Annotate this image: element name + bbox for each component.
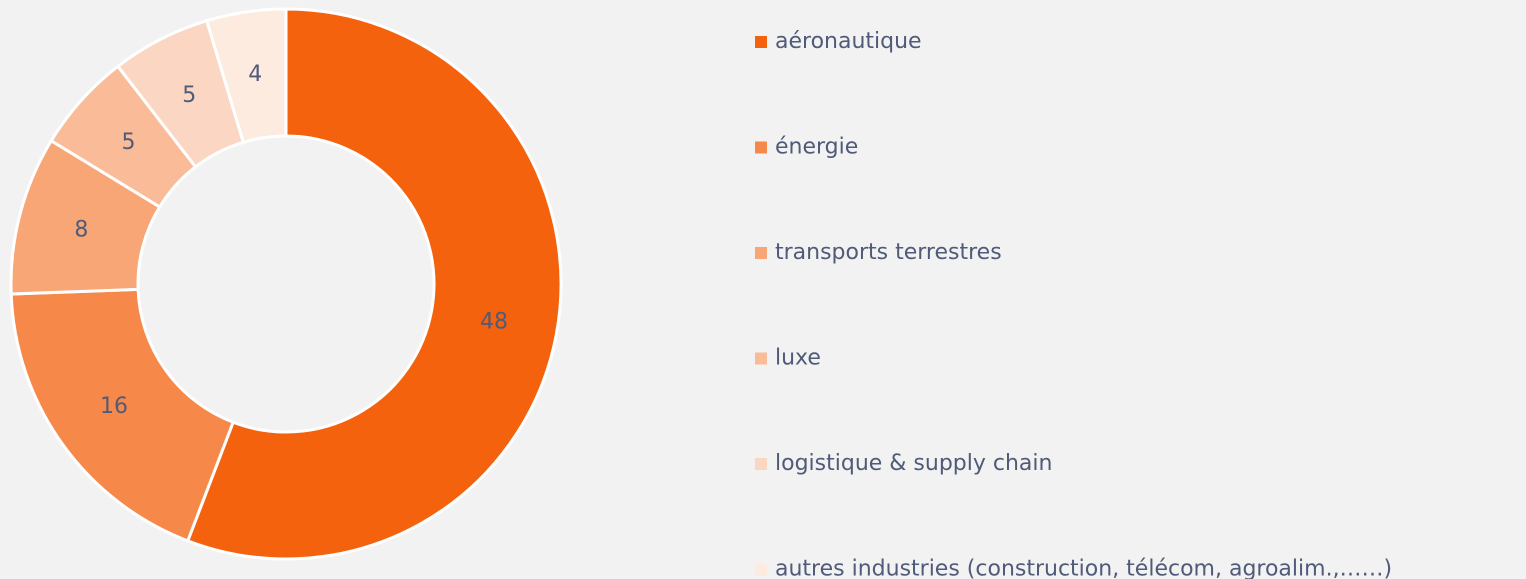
legend-swatch: [755, 141, 767, 154]
data-label: 4: [248, 62, 262, 87]
data-label: 48: [480, 309, 508, 334]
legend-swatch: [755, 352, 767, 365]
data-label: 16: [100, 394, 128, 419]
donut-segment: [185, 7, 563, 561]
legend-swatch: [755, 563, 767, 576]
legend-swatch: [755, 458, 767, 470]
legend-swatch: [755, 247, 767, 259]
legend-label: autres industries (construction, télécom…: [775, 557, 1392, 579]
data-label: 5: [121, 130, 135, 155]
legend-label: énergie: [775, 135, 858, 160]
donut-segment: [204, 7, 288, 145]
legend-label: luxe: [775, 346, 821, 371]
data-label: 5: [182, 83, 196, 108]
donut-segment: [9, 287, 236, 543]
legend-label: aéronautique: [775, 29, 922, 54]
legend-swatch: [755, 36, 767, 48]
legend-label: transports terrestres: [775, 240, 1002, 265]
legend-label: logistique & supply chain: [775, 451, 1052, 476]
data-label: 8: [74, 218, 88, 243]
